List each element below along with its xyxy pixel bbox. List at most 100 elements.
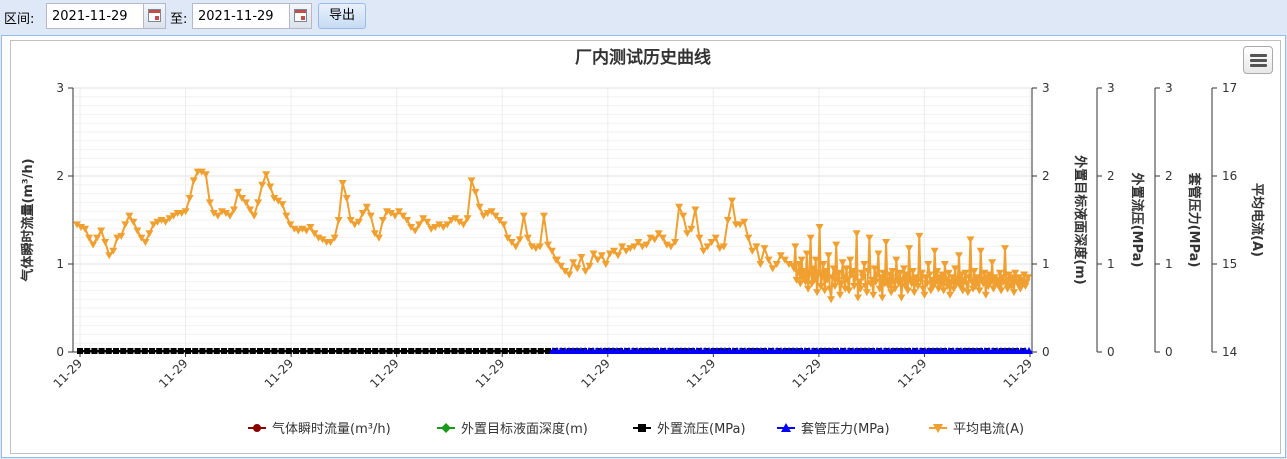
average-current-marker	[748, 247, 757, 255]
average-current-marker	[326, 239, 335, 246]
toolbar: 区间: 2021-11-29 至: 2021-11-29 导出	[0, 0, 1287, 33]
average-current-marker	[246, 206, 255, 214]
average-current-marker	[790, 265, 798, 273]
to-label: 至:	[170, 12, 188, 27]
average-current-marker	[642, 241, 651, 249]
average-current-marker	[503, 234, 512, 242]
start-date-field[interactable]: 2021-11-29	[46, 3, 166, 29]
average-current-marker	[868, 276, 876, 284]
average-current-marker	[981, 291, 990, 299]
x-tick-label: 11-29	[262, 356, 297, 391]
legend-marker-circle[interactable]	[253, 424, 261, 432]
export-button[interactable]: 导出	[318, 3, 366, 29]
y-tick-label-right: 0	[1107, 345, 1115, 359]
flow-pressure-marker	[228, 348, 235, 354]
average-current-marker	[467, 177, 476, 185]
average-current-marker	[994, 283, 1003, 290]
casing-pressure-marker	[1025, 347, 1033, 354]
average-current-marker	[390, 212, 399, 220]
end-date-value[interactable]: 2021-11-29	[198, 9, 274, 24]
chart-menu-button[interactable]	[1243, 46, 1273, 74]
average-current-marker	[967, 278, 976, 286]
legend-item-label[interactable]: 气体瞬时流量(m³/h)	[272, 421, 391, 437]
average-current-marker	[658, 234, 667, 242]
y-axis-title-right: 套管压力(MPa)	[1186, 172, 1202, 268]
average-current-marker	[229, 206, 238, 214]
average-current-marker	[879, 269, 888, 277]
average-current-marker	[519, 212, 528, 220]
flow-pressure-marker	[350, 348, 357, 354]
average-current-marker	[962, 280, 971, 288]
menu-icon-bar[interactable]	[1250, 59, 1267, 62]
average-current-marker	[703, 243, 712, 251]
start-date-trigger[interactable]	[143, 4, 165, 28]
average-current-marker	[966, 236, 975, 244]
average-current-marker	[780, 256, 789, 264]
average-current-marker	[443, 221, 452, 229]
flow-pressure-marker	[113, 348, 119, 354]
legend-item-label[interactable]: 外置流压(MPa)	[657, 422, 746, 437]
average-current-marker	[338, 180, 347, 188]
average-current-marker	[431, 224, 440, 232]
average-current-marker	[814, 269, 823, 277]
average-current-marker	[638, 243, 647, 251]
flow-pressure-marker	[264, 348, 271, 354]
calendar-icon[interactable]	[294, 9, 307, 22]
average-current-marker	[870, 265, 879, 273]
average-current-marker	[145, 230, 154, 238]
legend-item-label[interactable]: 外置目标液面深度(m)	[461, 421, 588, 437]
legend-marker-diamond[interactable]	[441, 423, 451, 433]
legend[interactable]: 气体瞬时流量(m³/h) 外置目标液面深度(m) 外置流压(MPa) 套管压力(MPa…	[248, 421, 1024, 437]
average-current-marker	[908, 268, 917, 276]
chart-frame	[10, 40, 1281, 454]
average-current-marker	[998, 274, 1007, 282]
average-current-marker	[290, 225, 299, 233]
legend-marker-triangle[interactable]	[781, 423, 791, 432]
menu-icon[interactable]	[1250, 54, 1267, 57]
average-current-marker	[727, 197, 736, 205]
start-date-value[interactable]: 2021-11-29	[52, 9, 128, 24]
average-current-marker	[266, 183, 275, 191]
flow-pressure-marker	[429, 348, 436, 354]
menu-icon-bar[interactable]	[1250, 64, 1267, 67]
calendar-icon[interactable]	[148, 9, 161, 22]
average-current-marker	[423, 218, 432, 226]
average-current-marker	[577, 253, 586, 261]
average-current-marker	[302, 227, 311, 235]
flow-pressure-marker	[365, 348, 371, 354]
average-current-marker	[806, 234, 815, 242]
average-current-marker	[894, 280, 903, 288]
flow-pressure-marker	[235, 348, 242, 354]
average-current-marker	[527, 243, 536, 251]
average-current-marker	[922, 280, 931, 288]
average-current-marker	[736, 221, 745, 229]
average-current-marker	[221, 209, 230, 217]
average-current-marker	[238, 195, 247, 202]
legend-marker-square[interactable]	[638, 424, 646, 432]
average-current-marker	[804, 285, 813, 293]
end-date-trigger[interactable]	[289, 4, 311, 28]
average-current-marker	[165, 215, 174, 223]
legend-marker-triangle-down[interactable]	[933, 424, 943, 433]
x-tick-label: 11-29	[789, 356, 824, 391]
y-tick-label-right: 3	[1042, 81, 1050, 95]
average-current-marker	[951, 265, 960, 273]
chart-title: 厂内测试历史曲线	[575, 47, 711, 68]
average-current-marker	[914, 283, 923, 290]
average-current-marker	[597, 252, 606, 260]
average-current-marker	[752, 243, 761, 251]
flow-pressure-marker	[465, 348, 472, 354]
average-current-marker	[931, 278, 940, 286]
average-current-marker	[286, 221, 295, 229]
legend-item-label[interactable]: 平均电流(A)	[953, 422, 1024, 437]
legend-item-label[interactable]: 套管压力(MPa)	[801, 421, 890, 437]
average-current-marker	[153, 218, 162, 226]
end-date-field[interactable]: 2021-11-29	[192, 3, 312, 29]
average-current-marker	[958, 287, 967, 295]
average-current-marker	[925, 271, 934, 279]
average-current-marker	[815, 224, 824, 232]
average-current-marker	[451, 215, 460, 223]
average-current-marker	[177, 209, 186, 217]
average-current-marker	[141, 239, 150, 246]
average-current-marker	[73, 221, 81, 229]
